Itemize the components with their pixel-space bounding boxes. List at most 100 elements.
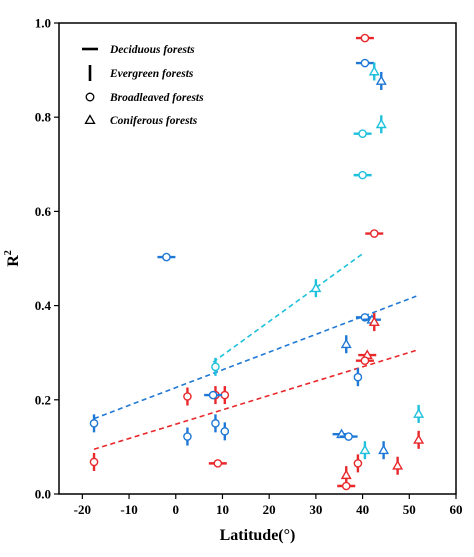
x-tick-label: 60 [450,502,463,517]
legend-label: Broadleaved forests [109,92,204,104]
data-point [413,430,425,449]
broadleaved-marker [220,390,230,400]
broadleaved-marker [211,362,220,372]
data-point [337,481,356,491]
data-point [204,390,223,400]
broadleaved-marker [360,58,370,68]
data-point [157,252,176,262]
broadleaved-marker [358,129,367,138]
data-point [353,129,372,138]
coniferous-marker [340,338,352,349]
data-point [365,229,384,238]
broadleaved-marker [213,459,223,468]
data-point [375,115,387,134]
broadleaved-marker [89,457,99,467]
data-point [353,454,363,473]
broadleaved-marker [358,170,367,180]
broadleaved-marker [89,419,99,428]
coniferous-marker [368,65,380,76]
data-point [392,456,404,475]
x-tick-label: 20 [263,502,276,517]
coniferous-marker [413,434,425,444]
x-tick-label: -10 [120,502,137,517]
data-point [353,368,363,387]
y-tick-label: 0.0 [35,487,51,502]
broadleaved-marker [208,390,218,400]
legend-item: Broadleaved forests [85,92,204,104]
trend-lines [93,253,417,451]
data-point [359,441,371,460]
y-tick-label: 1.0 [35,16,51,31]
coniferous-marker [378,444,390,455]
legend-label: Coniferous forests [110,115,198,127]
coniferous-marker [368,316,380,327]
coniferous-marker [310,282,322,293]
y-tick-label: 0.6 [35,204,52,219]
data-point [183,387,192,406]
data-point [211,414,220,433]
legend: Deciduous forests Evergreen forests Broadl… [82,44,204,127]
data-point [375,71,387,90]
data-point [220,386,230,405]
data-point [208,459,227,468]
broadleaved-marker [360,33,370,43]
legend-item: Deciduous forests [82,44,195,56]
plot-frame [58,22,457,495]
x-tick-label: -20 [74,502,91,517]
legend-circle-icon [85,92,95,102]
data-point [89,414,99,433]
broadleaved-marker [162,252,171,262]
coniferous-marker [413,408,425,418]
broadleaved-marker [183,432,192,441]
trend-line-blue [93,295,417,420]
data-point [413,404,425,423]
trend-line-red [93,349,417,451]
broadleaved-marker [220,427,230,436]
y-axis-title-main: R [5,255,22,267]
legend-item: Evergreen forests [88,65,194,81]
coniferous-marker [375,75,387,85]
y-tick-label: 0.8 [35,110,52,125]
trend-line-cyan [212,253,364,363]
data-point [368,62,380,81]
data-point [183,427,192,446]
x-tick-label: 40 [356,502,369,517]
data-point [310,279,322,298]
y-tick-label: 0.4 [35,298,52,313]
x-tick-label: 0 [173,502,180,517]
data-points [89,33,425,491]
broadleaved-marker [341,481,351,491]
data-point [355,33,374,43]
broadleaved-marker [183,392,192,401]
data-point [378,441,390,460]
legend-label: Deciduous forests [109,44,195,56]
legend-label: Evergreen forests [109,68,194,80]
data-point [355,58,374,68]
coniferous-marker [340,469,352,480]
data-point [339,432,358,441]
y-axis-title-superscript: 2 [3,250,14,255]
x-tick-label: 10 [216,502,229,517]
x-tick-label: 30 [309,502,322,517]
data-point [353,170,372,180]
legend-item: Coniferous forests [84,114,198,127]
broadleaved-marker [353,372,363,382]
coniferous-marker [375,118,387,129]
broadleaved-marker [211,419,220,428]
broadleaved-marker [344,432,353,441]
data-point [89,452,99,471]
y-tick-label: 0.2 [35,392,51,407]
data-point [220,422,230,441]
broadleaved-marker [353,459,363,468]
x-axis-ticks: -20 -10 0 10 20 30 40 50 60 [74,494,463,517]
broadleaved-marker [369,229,379,238]
x-axis-title: Latitude(°) [220,527,296,544]
data-point [368,313,380,332]
x-tick-label: 50 [403,502,416,517]
data-point [355,356,374,366]
coniferous-marker [392,460,404,470]
broadleaved-marker [360,356,370,366]
data-point [211,357,220,376]
data-point [340,335,352,354]
y-axis-ticks: 0.0 0.2 0.4 0.6 0.8 1.0 [35,16,59,502]
